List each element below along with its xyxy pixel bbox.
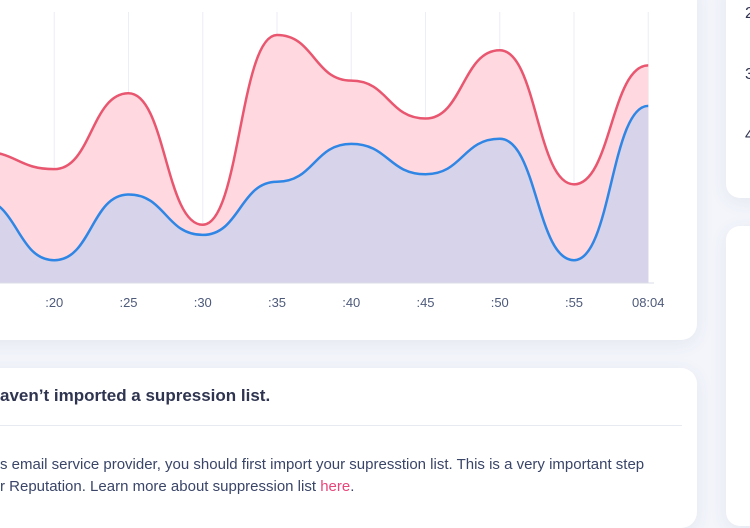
series-2-line (0, 104, 649, 262)
side-panel-card (726, 226, 750, 526)
notice-text-line-2-prefix: r Reputation. Learn more about suppressi… (0, 478, 321, 495)
suppression-list-help-link[interactable]: here (320, 478, 351, 495)
notice-text-line-1: s email service provider, you should fir… (0, 456, 645, 473)
notice-text-line-2: r Reputation. Learn more about suppressi… (0, 478, 354, 495)
x-tick-label: :45 (416, 295, 434, 310)
x-tick-label: :50 (491, 295, 509, 310)
chart-lines (0, 33, 649, 262)
side-stat-number-3: 4 (745, 127, 750, 144)
x-axis-ticks: :20 :25 :30 :35 :40 :45 :50 :55 08:04 (45, 295, 664, 310)
notice-divider (0, 425, 682, 426)
series-2-area (0, 105, 649, 283)
series-1-line (0, 33, 649, 227)
side-stat-number-1: 2 (745, 5, 750, 22)
x-tick-label: :55 (565, 295, 583, 310)
x-tick-label: :40 (342, 295, 360, 310)
area-chart: :20 :25 :30 :35 :40 :45 :50 :55 08:04 (0, 12, 665, 310)
x-tick-label: 08:04 (632, 295, 665, 310)
x-tick-label: :35 (268, 295, 286, 310)
x-tick-label: :25 (119, 295, 137, 310)
side-stat-number-2: 3 (745, 66, 750, 83)
notice-title: aven’t imported a supression list. (0, 386, 271, 405)
notice-text-line-2-suffix: . (350, 478, 355, 495)
x-tick-label: :20 (45, 295, 63, 310)
side-stats-card (726, 0, 750, 198)
chart-areas (0, 35, 649, 283)
x-tick-label: :30 (194, 295, 212, 310)
